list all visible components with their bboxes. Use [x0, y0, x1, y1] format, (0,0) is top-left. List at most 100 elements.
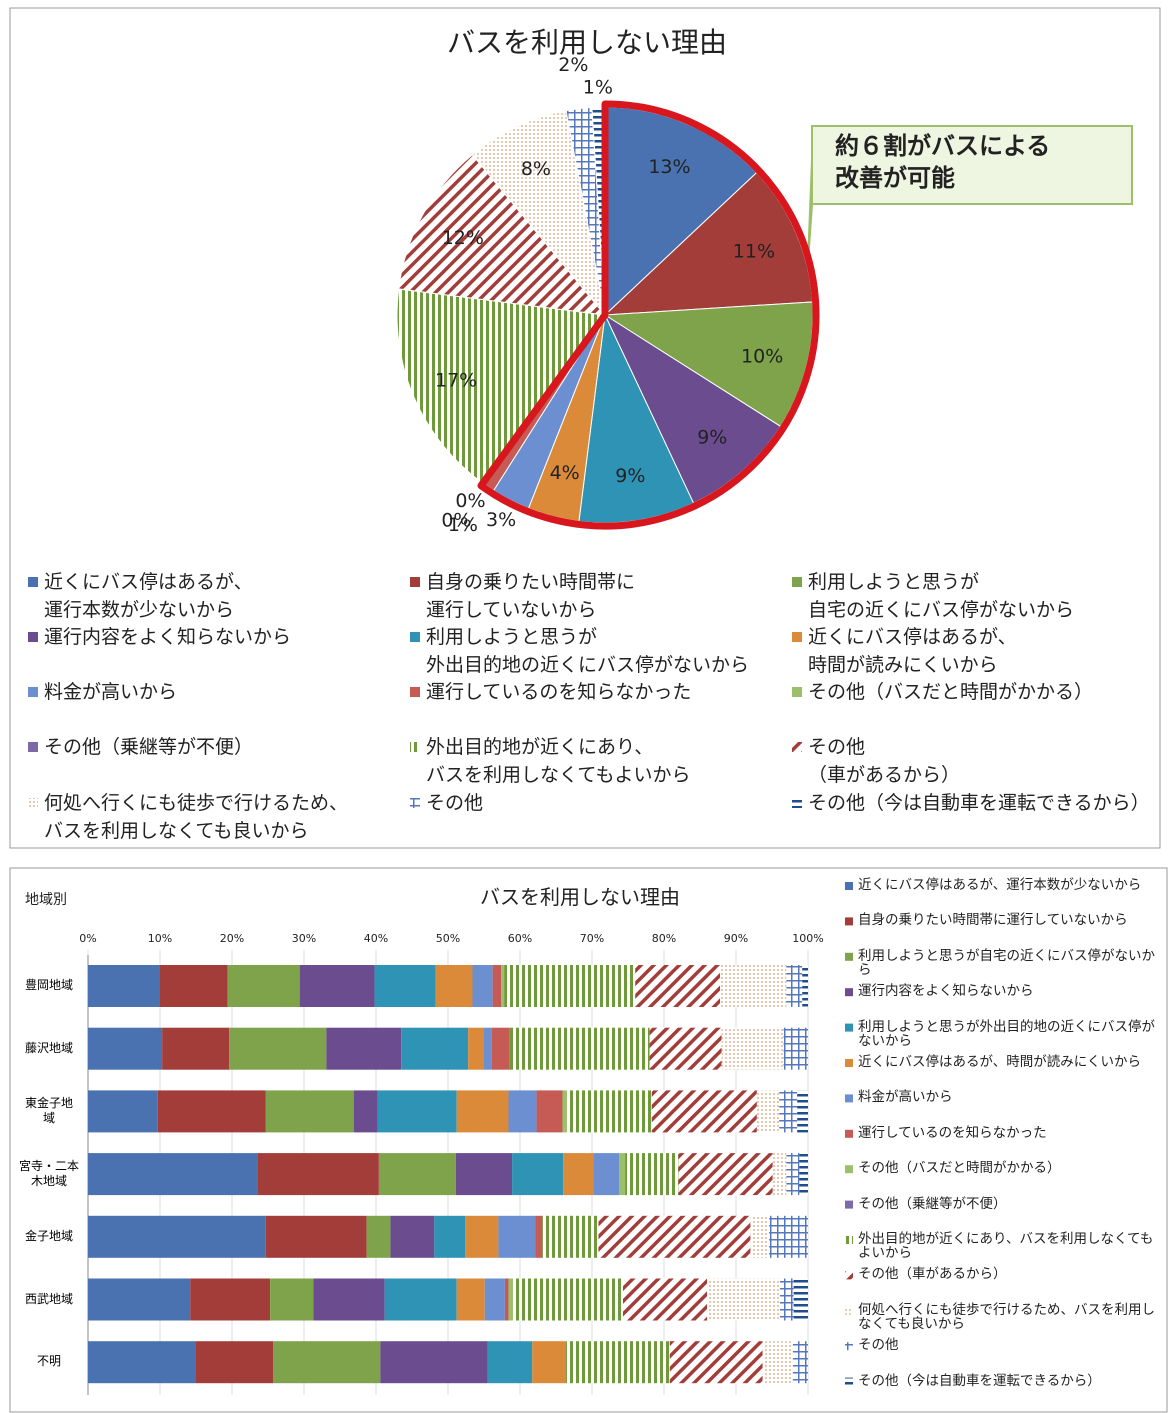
bar-segment	[484, 1278, 505, 1321]
x-tick-label: 80%	[652, 932, 676, 945]
bar-title: バスを利用しない理由	[480, 885, 680, 909]
bar-segment	[783, 1027, 808, 1070]
bar-segment	[456, 1090, 509, 1133]
bar-segment	[651, 1090, 757, 1133]
legend-label: 利用しようと思うが 自宅の近くにバス停がないから	[808, 571, 1075, 621]
bar-segment	[593, 1153, 620, 1196]
bar-segment	[504, 1278, 509, 1321]
legend-swatch	[410, 742, 420, 752]
y-tick-label: 東金子地 域	[24, 1096, 73, 1126]
bar-segment	[508, 1278, 513, 1321]
bar-segment	[273, 1341, 381, 1384]
bar-segment	[786, 965, 803, 1007]
x-tick-label: 70%	[580, 932, 604, 945]
bar-segment	[401, 1027, 469, 1070]
bar-segment	[390, 1215, 435, 1258]
bar-segment	[299, 965, 375, 1007]
legend-label: 自身の乗りたい時間帯に 運行していないから	[426, 571, 636, 621]
x-tick-label: 40%	[364, 932, 388, 945]
bar-segment	[88, 1215, 266, 1258]
legend-label: その他（バスだと時間がかかる）	[808, 681, 1094, 703]
legend-label: 自身の乗りたい時間帯に運行していないから	[858, 912, 1128, 929]
legend-label: 近くにバス停はあるが、 時間が読みにくいから	[808, 626, 1017, 676]
bar-segment	[720, 965, 787, 1007]
y-tick-label: 豊岡地域	[24, 978, 73, 992]
legend-swatch	[845, 988, 853, 997]
bar-segment	[649, 1027, 722, 1070]
legend-label: 利用しようと思うが 外出目的地の近くにバス停がないから	[426, 626, 750, 676]
bar-segment	[635, 965, 721, 1007]
legend-swatch	[792, 742, 802, 752]
bar-segment	[484, 1027, 492, 1070]
legend-swatch	[845, 1200, 853, 1209]
legend-swatch	[845, 1377, 853, 1386]
legend-label: その他（乗継等が不便）	[858, 1195, 1007, 1212]
legend-label: その他（今は自動車を運転できるから）	[858, 1372, 1101, 1389]
legend-swatch	[410, 687, 420, 697]
legend-swatch	[410, 632, 420, 642]
x-tick-label: 50%	[436, 932, 460, 945]
legend-label: 外出目的地が近くにあり、 バスを利用しなくてもよいから	[426, 736, 691, 786]
legend-swatch	[792, 687, 802, 697]
legend-label: その他（今は自動車を運転できるから）	[808, 792, 1150, 814]
legend-swatch	[845, 1236, 853, 1244]
pie-value-label: 0%	[455, 490, 485, 512]
bar-segment	[265, 1215, 367, 1258]
bar-segment	[786, 1153, 800, 1196]
bar-segment	[619, 1153, 626, 1196]
legend-label: 近くにバス停はあるが、運行本数が少ないから	[858, 877, 1142, 893]
legend-label: その他	[426, 792, 484, 814]
pie-value-label: 3%	[486, 509, 516, 531]
legend-swatch	[845, 1023, 853, 1032]
bar-segment	[532, 1341, 567, 1384]
bar-segment	[434, 1215, 466, 1258]
bar-segment	[384, 1278, 457, 1321]
legend-label: その他（車があるから）	[858, 1266, 1007, 1283]
bar-segment	[366, 1215, 391, 1258]
bar-segment	[456, 1278, 485, 1321]
bar-segment	[536, 1090, 563, 1133]
legend-label: 利用しようと思うが自宅の近くにバス停がないから	[858, 947, 1155, 978]
pie-value-label: 13%	[648, 156, 690, 178]
bar-segment	[562, 1090, 567, 1133]
legend-label: 利用しようと思うが外出目的地の近くにバス停がないから	[858, 1018, 1155, 1049]
bar-segment	[88, 965, 160, 1007]
pie-value-label: 8%	[521, 158, 551, 180]
legend-swatch	[28, 577, 38, 587]
pie-value-label: 11%	[733, 241, 775, 263]
legend-swatch	[845, 952, 853, 961]
bar-segment	[377, 1090, 457, 1133]
bar-segment	[512, 1153, 564, 1196]
bar-segment	[88, 1278, 191, 1321]
bar-segment	[162, 1027, 230, 1070]
legend-label: 運行しているのを知らなかった	[426, 681, 692, 703]
bar-segment	[257, 1153, 379, 1196]
bar-segment	[229, 1027, 327, 1070]
bar-segment	[762, 1341, 793, 1384]
legend-label: 料金が高いから	[44, 681, 178, 703]
y-tick-label: 西武地域	[24, 1291, 73, 1306]
bar-segment	[491, 1027, 510, 1070]
pie-value-label: 9%	[697, 427, 727, 449]
bar-segment	[750, 1215, 770, 1258]
x-tick-label: 90%	[724, 932, 748, 945]
bar-panel	[9, 867, 1168, 1413]
bar-segment	[566, 1341, 670, 1384]
legend-swatch	[845, 1306, 853, 1315]
legend-label: 運行しているのを知らなかった	[858, 1124, 1047, 1141]
pie-value-label: 0%	[441, 510, 471, 532]
legend-swatch	[845, 917, 853, 926]
pie-title: バスを利用しない理由	[447, 26, 727, 59]
bar-segment	[326, 1027, 402, 1070]
legend-label: 外出目的地が近くにあり、バスを利用しなくてもよいから	[858, 1231, 1154, 1261]
bar-subtitle: 地域別	[25, 892, 67, 908]
bar-segment	[678, 1153, 773, 1196]
bar-segment	[88, 1027, 163, 1070]
bar-segment	[498, 1215, 536, 1258]
bar-segment	[160, 965, 228, 1007]
bar-segment	[542, 1215, 599, 1258]
bar-segment	[492, 965, 502, 1007]
x-tick-label: 20%	[220, 932, 244, 945]
bar-segment	[802, 965, 808, 1007]
